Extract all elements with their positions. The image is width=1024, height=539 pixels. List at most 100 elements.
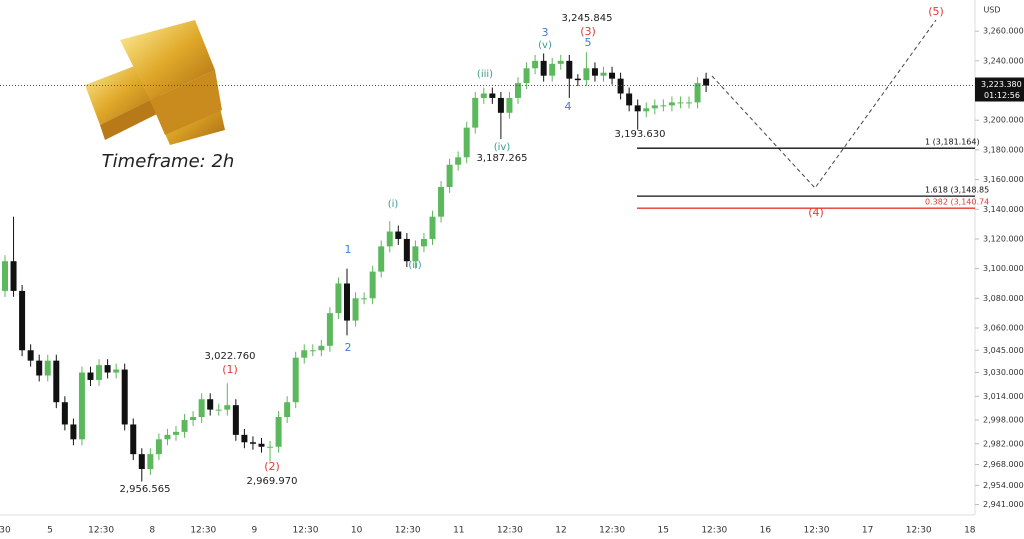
candle-body bbox=[121, 369, 128, 425]
candle-body bbox=[27, 350, 34, 361]
candle-body bbox=[506, 97, 513, 113]
candle-body bbox=[361, 298, 368, 300]
x-tick-label: 16 bbox=[760, 526, 772, 536]
x-tick-label: 17 bbox=[862, 526, 873, 536]
wave-label: 2 bbox=[345, 341, 352, 354]
y-tick-label: 3,260.000 bbox=[983, 27, 1024, 36]
candle-body bbox=[532, 60, 539, 69]
price-label: 3,193.630 bbox=[615, 129, 666, 140]
candle-body bbox=[395, 231, 402, 239]
y-tick-label: 3,160.000 bbox=[983, 175, 1024, 184]
countdown-label: 01:12:56 bbox=[984, 91, 1020, 100]
candle-body bbox=[53, 360, 60, 403]
y-tick-label: 3,045.000 bbox=[983, 346, 1024, 355]
x-tick-label: 12:30 bbox=[599, 526, 625, 536]
candle-body bbox=[104, 365, 111, 373]
candle-body bbox=[224, 405, 231, 410]
y-tick-label: 3,060.000 bbox=[983, 323, 1024, 332]
x-tick-label: 8 bbox=[149, 526, 155, 536]
candle-body bbox=[326, 313, 333, 346]
price-label: 2,956.565 bbox=[120, 484, 171, 495]
candle-body bbox=[403, 238, 410, 262]
x-tick-label: 12 bbox=[555, 526, 566, 536]
candle-body bbox=[600, 72, 607, 76]
x-tick-label: 12:30 bbox=[701, 526, 727, 536]
candle-body bbox=[232, 405, 239, 435]
candle-body bbox=[609, 72, 616, 79]
fib-label: 0.382 (3,140.74 bbox=[925, 198, 989, 207]
candle-body bbox=[249, 442, 256, 444]
price-label: 2,969.970 bbox=[247, 476, 298, 487]
candle-body bbox=[643, 108, 650, 112]
candle-body bbox=[241, 434, 248, 443]
candle-body bbox=[617, 78, 624, 94]
y-tick-label: 2,968.000 bbox=[983, 460, 1024, 469]
x-tick-label: 12:30 bbox=[906, 526, 932, 536]
wave-label: (iv) bbox=[494, 142, 511, 153]
y-tick-label: 3,180.000 bbox=[983, 145, 1024, 154]
candle-body bbox=[352, 298, 359, 321]
candle-body bbox=[190, 417, 197, 421]
y-tick-label: 3,140.000 bbox=[983, 205, 1024, 214]
candle-body bbox=[463, 127, 470, 158]
y-tick-label: 2,954.000 bbox=[983, 481, 1024, 490]
candle-body bbox=[309, 350, 316, 352]
candle-body bbox=[455, 157, 462, 165]
candle-body bbox=[489, 93, 496, 98]
x-tick-label: 9 bbox=[252, 526, 258, 536]
candle-body bbox=[44, 360, 51, 376]
candle-body bbox=[173, 431, 179, 435]
candle-body bbox=[147, 454, 154, 469]
y-tick-label: 2,941.000 bbox=[983, 500, 1024, 509]
candle-body bbox=[198, 399, 205, 418]
candle-body bbox=[420, 238, 427, 247]
candle-body bbox=[378, 246, 385, 272]
candle-body bbox=[10, 261, 17, 291]
candle-body bbox=[634, 105, 641, 112]
x-tick-label: 12:30 bbox=[804, 526, 830, 536]
wave-label: (5) bbox=[928, 5, 944, 18]
y-tick-label: 3,030.000 bbox=[983, 368, 1024, 377]
x-tick-label: 12:30 bbox=[293, 526, 319, 536]
gold-bars-icon bbox=[85, 20, 225, 145]
y-tick-label: 2,998.000 bbox=[983, 416, 1024, 425]
wave-label: (v) bbox=[538, 40, 552, 51]
candle-body bbox=[284, 402, 291, 418]
candle-body bbox=[591, 68, 598, 76]
candle-body bbox=[515, 83, 521, 98]
candle-body bbox=[155, 439, 162, 455]
candle-body bbox=[583, 68, 590, 81]
y-tick-label: 3,200.000 bbox=[983, 116, 1024, 125]
candle-body bbox=[694, 83, 701, 103]
candle-body bbox=[472, 97, 479, 128]
candle-body bbox=[267, 446, 274, 448]
candle-body bbox=[660, 105, 667, 107]
candle-body bbox=[626, 93, 633, 106]
price-label: 3,022.760 bbox=[205, 351, 256, 362]
wave-label: 1 bbox=[345, 243, 352, 256]
candle-body bbox=[181, 420, 188, 432]
wave-label: (1) bbox=[222, 363, 238, 376]
candle-body bbox=[113, 369, 120, 373]
candle-body bbox=[164, 434, 171, 440]
y-tick-label: 3,014.000 bbox=[983, 392, 1024, 401]
wave-label: (3) bbox=[580, 25, 596, 38]
candle-body bbox=[369, 271, 376, 299]
wave-label: 3 bbox=[542, 26, 549, 39]
candle-body bbox=[523, 68, 530, 84]
x-tick-label: 5 bbox=[47, 526, 53, 536]
chart-title: Timeframe: 2h bbox=[102, 151, 235, 172]
fib-label: 1 (3,181.164) bbox=[925, 138, 980, 147]
price-label: 3,187.265 bbox=[477, 153, 528, 164]
wave-label: (iii) bbox=[477, 69, 493, 80]
candle-body bbox=[258, 443, 265, 447]
candle-body bbox=[78, 372, 85, 440]
y-tick-label: 3,080.000 bbox=[983, 294, 1024, 303]
candle-body bbox=[207, 399, 214, 410]
wave-label: (4) bbox=[808, 206, 824, 219]
x-tick-label: 12:30 bbox=[497, 526, 523, 536]
candle-body bbox=[668, 102, 675, 106]
candle-body bbox=[61, 402, 68, 425]
last-price-tag bbox=[975, 77, 1024, 102]
candle-body bbox=[301, 350, 308, 358]
